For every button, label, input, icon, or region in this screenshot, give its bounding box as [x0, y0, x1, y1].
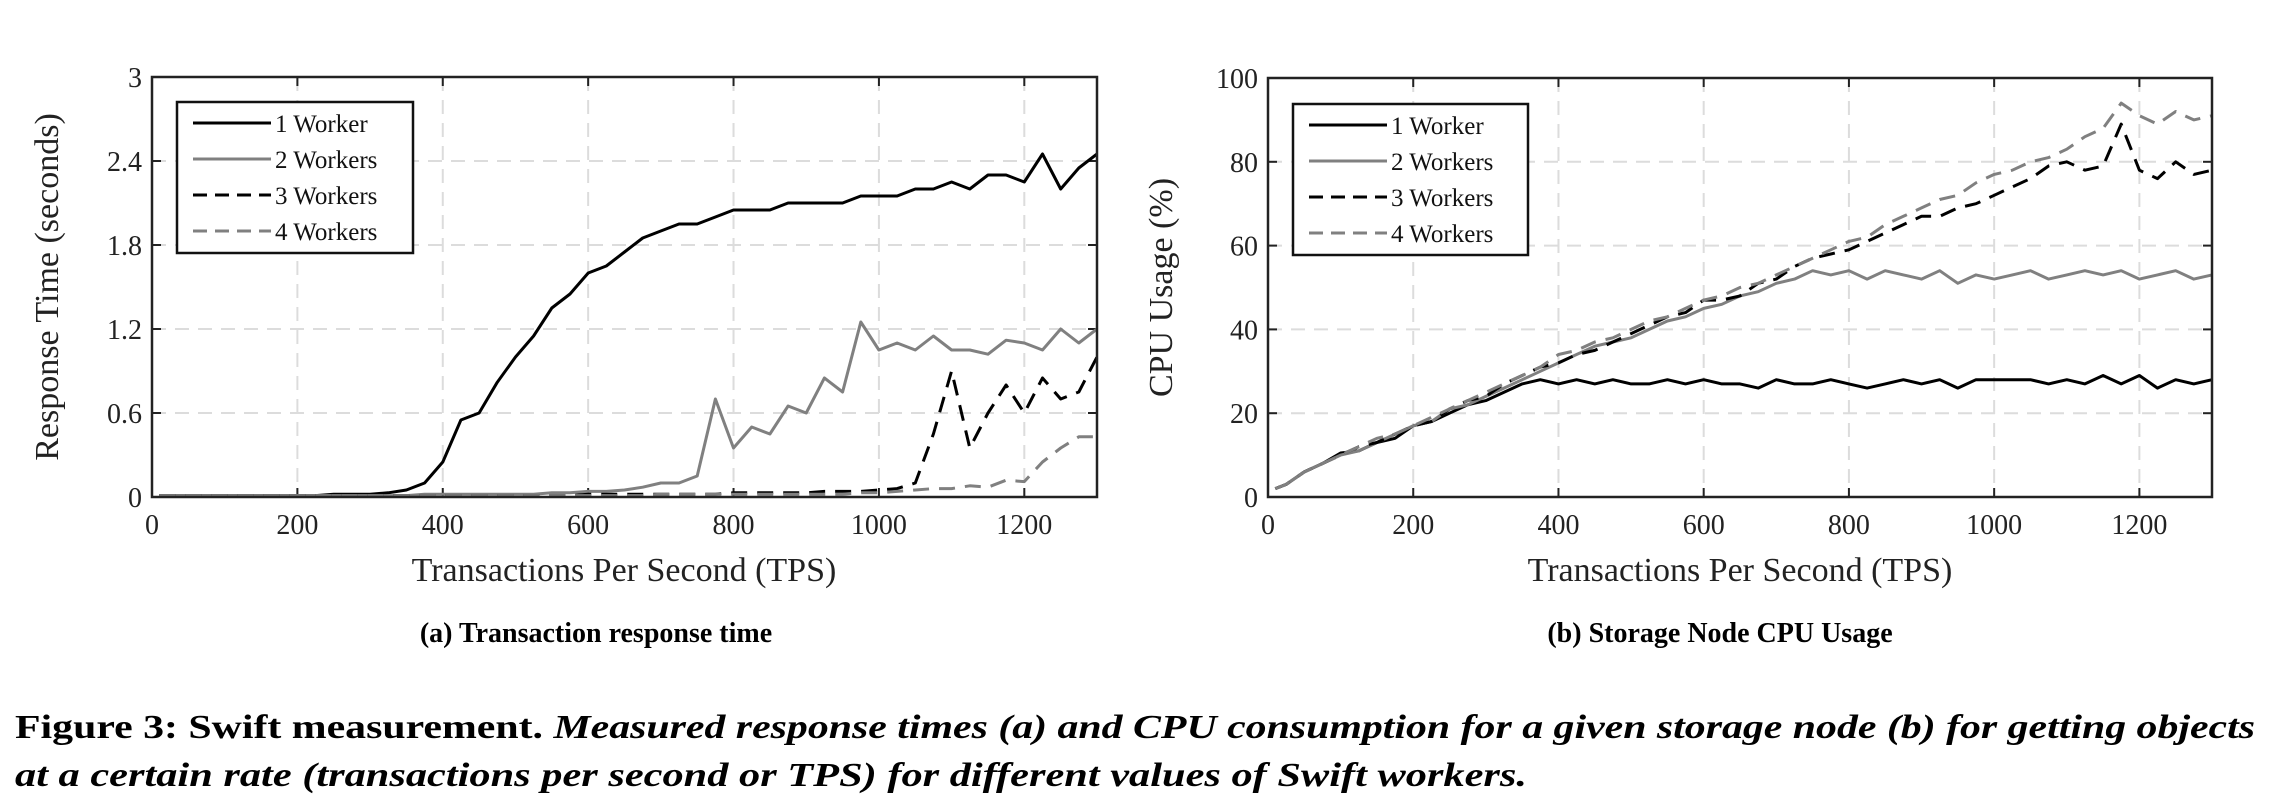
- legend: 1 Worker 2 Workers 3 Workers 4 Workers: [175, 100, 415, 255]
- y-tick-label: 80: [1230, 148, 1258, 179]
- legend-box: [175, 100, 415, 255]
- y-tick-label: 1.8: [107, 231, 142, 262]
- series-line-1: [1274, 374, 2213, 490]
- x-tick-label: 1200: [2111, 510, 2167, 541]
- x-tick-label: 1000: [1966, 510, 2022, 541]
- legend-label: 2 Workers: [275, 147, 377, 174]
- figure-caption-line-2: at a certain rate (transactions per seco…: [15, 757, 1527, 794]
- y-tick-label: 1.2: [107, 315, 142, 346]
- x-tick-label: 600: [567, 510, 609, 541]
- subcaption: (a) Transaction response time: [420, 618, 772, 649]
- chart-response-time: 0 200 400 600 800 1000 1200 0 0.6 1.2 1.8 2.4 3 1 Wor…: [29, 63, 1099, 649]
- y-tick-label: 40: [1230, 315, 1258, 346]
- series-line-2: [159, 320, 1098, 498]
- legend-label: 1 Worker: [1391, 113, 1484, 140]
- legend: 1 Worker 2 Workers 3 Workers 4 Workers: [1291, 102, 1530, 257]
- x-axis-label: Transactions Per Second (TPS): [1528, 552, 1953, 589]
- y-tick-label: 60: [1230, 232, 1258, 263]
- x-tick-label: 1000: [851, 510, 907, 541]
- series-line-4: [1274, 101, 2213, 490]
- y-tick-label: 0: [128, 483, 142, 514]
- x-tick-label: 400: [1537, 510, 1579, 541]
- y-axis-label: Response Time (seconds): [29, 113, 66, 461]
- x-tick-label: 800: [1828, 510, 1870, 541]
- legend-box: [1291, 102, 1530, 257]
- figure-caption-line-1: Figure 3: Swift measurement. Measured re…: [15, 709, 2255, 746]
- x-tick-label: 400: [422, 510, 464, 541]
- x-tick-label: 200: [276, 510, 318, 541]
- series-line-3: [159, 356, 1099, 498]
- y-tick-label: 0: [1244, 483, 1258, 514]
- subcaption: (b) Storage Node CPU Usage: [1547, 618, 1892, 649]
- plot-frame: [1266, 76, 2214, 499]
- x-axis-label: Transactions Per Second (TPS): [412, 552, 837, 589]
- y-tick-label: 3: [128, 63, 142, 94]
- legend-label: 2 Workers: [1391, 149, 1493, 176]
- figure-caption-text-1: Measured response times (a) and CPU cons…: [552, 709, 2255, 746]
- x-tick-label: 1200: [996, 510, 1052, 541]
- series-line-3: [1274, 122, 2213, 490]
- legend-label: 3 Workers: [1391, 185, 1493, 212]
- y-tick-label: 20: [1230, 399, 1258, 430]
- x-tick-label: 600: [1683, 510, 1725, 541]
- legend-label: 1 Worker: [275, 111, 368, 138]
- y-tick-label: 100: [1216, 64, 1258, 95]
- chart-cpu-usage: 0 200 400 600 800 1000 1200 0 20 40 60 80 100 1 Worke…: [1143, 64, 2214, 649]
- y-tick-label: 0.6: [107, 399, 142, 430]
- x-tick-label: 0: [1261, 510, 1275, 541]
- legend-label: 4 Workers: [275, 219, 377, 246]
- figure-caption-label: Figure 3: Swift measurement.: [15, 709, 543, 746]
- legend-label: 4 Workers: [1391, 221, 1493, 248]
- legend-label: 3 Workers: [275, 183, 377, 210]
- y-tick-label: 2.4: [107, 147, 142, 178]
- y-axis-label: CPU Usage (%): [1143, 178, 1180, 397]
- x-tick-label: 200: [1392, 510, 1434, 541]
- series-line-4: [159, 435, 1097, 498]
- x-tick-label: 0: [145, 510, 159, 541]
- plot-frame: [150, 75, 1099, 499]
- x-tick-label: 800: [713, 510, 755, 541]
